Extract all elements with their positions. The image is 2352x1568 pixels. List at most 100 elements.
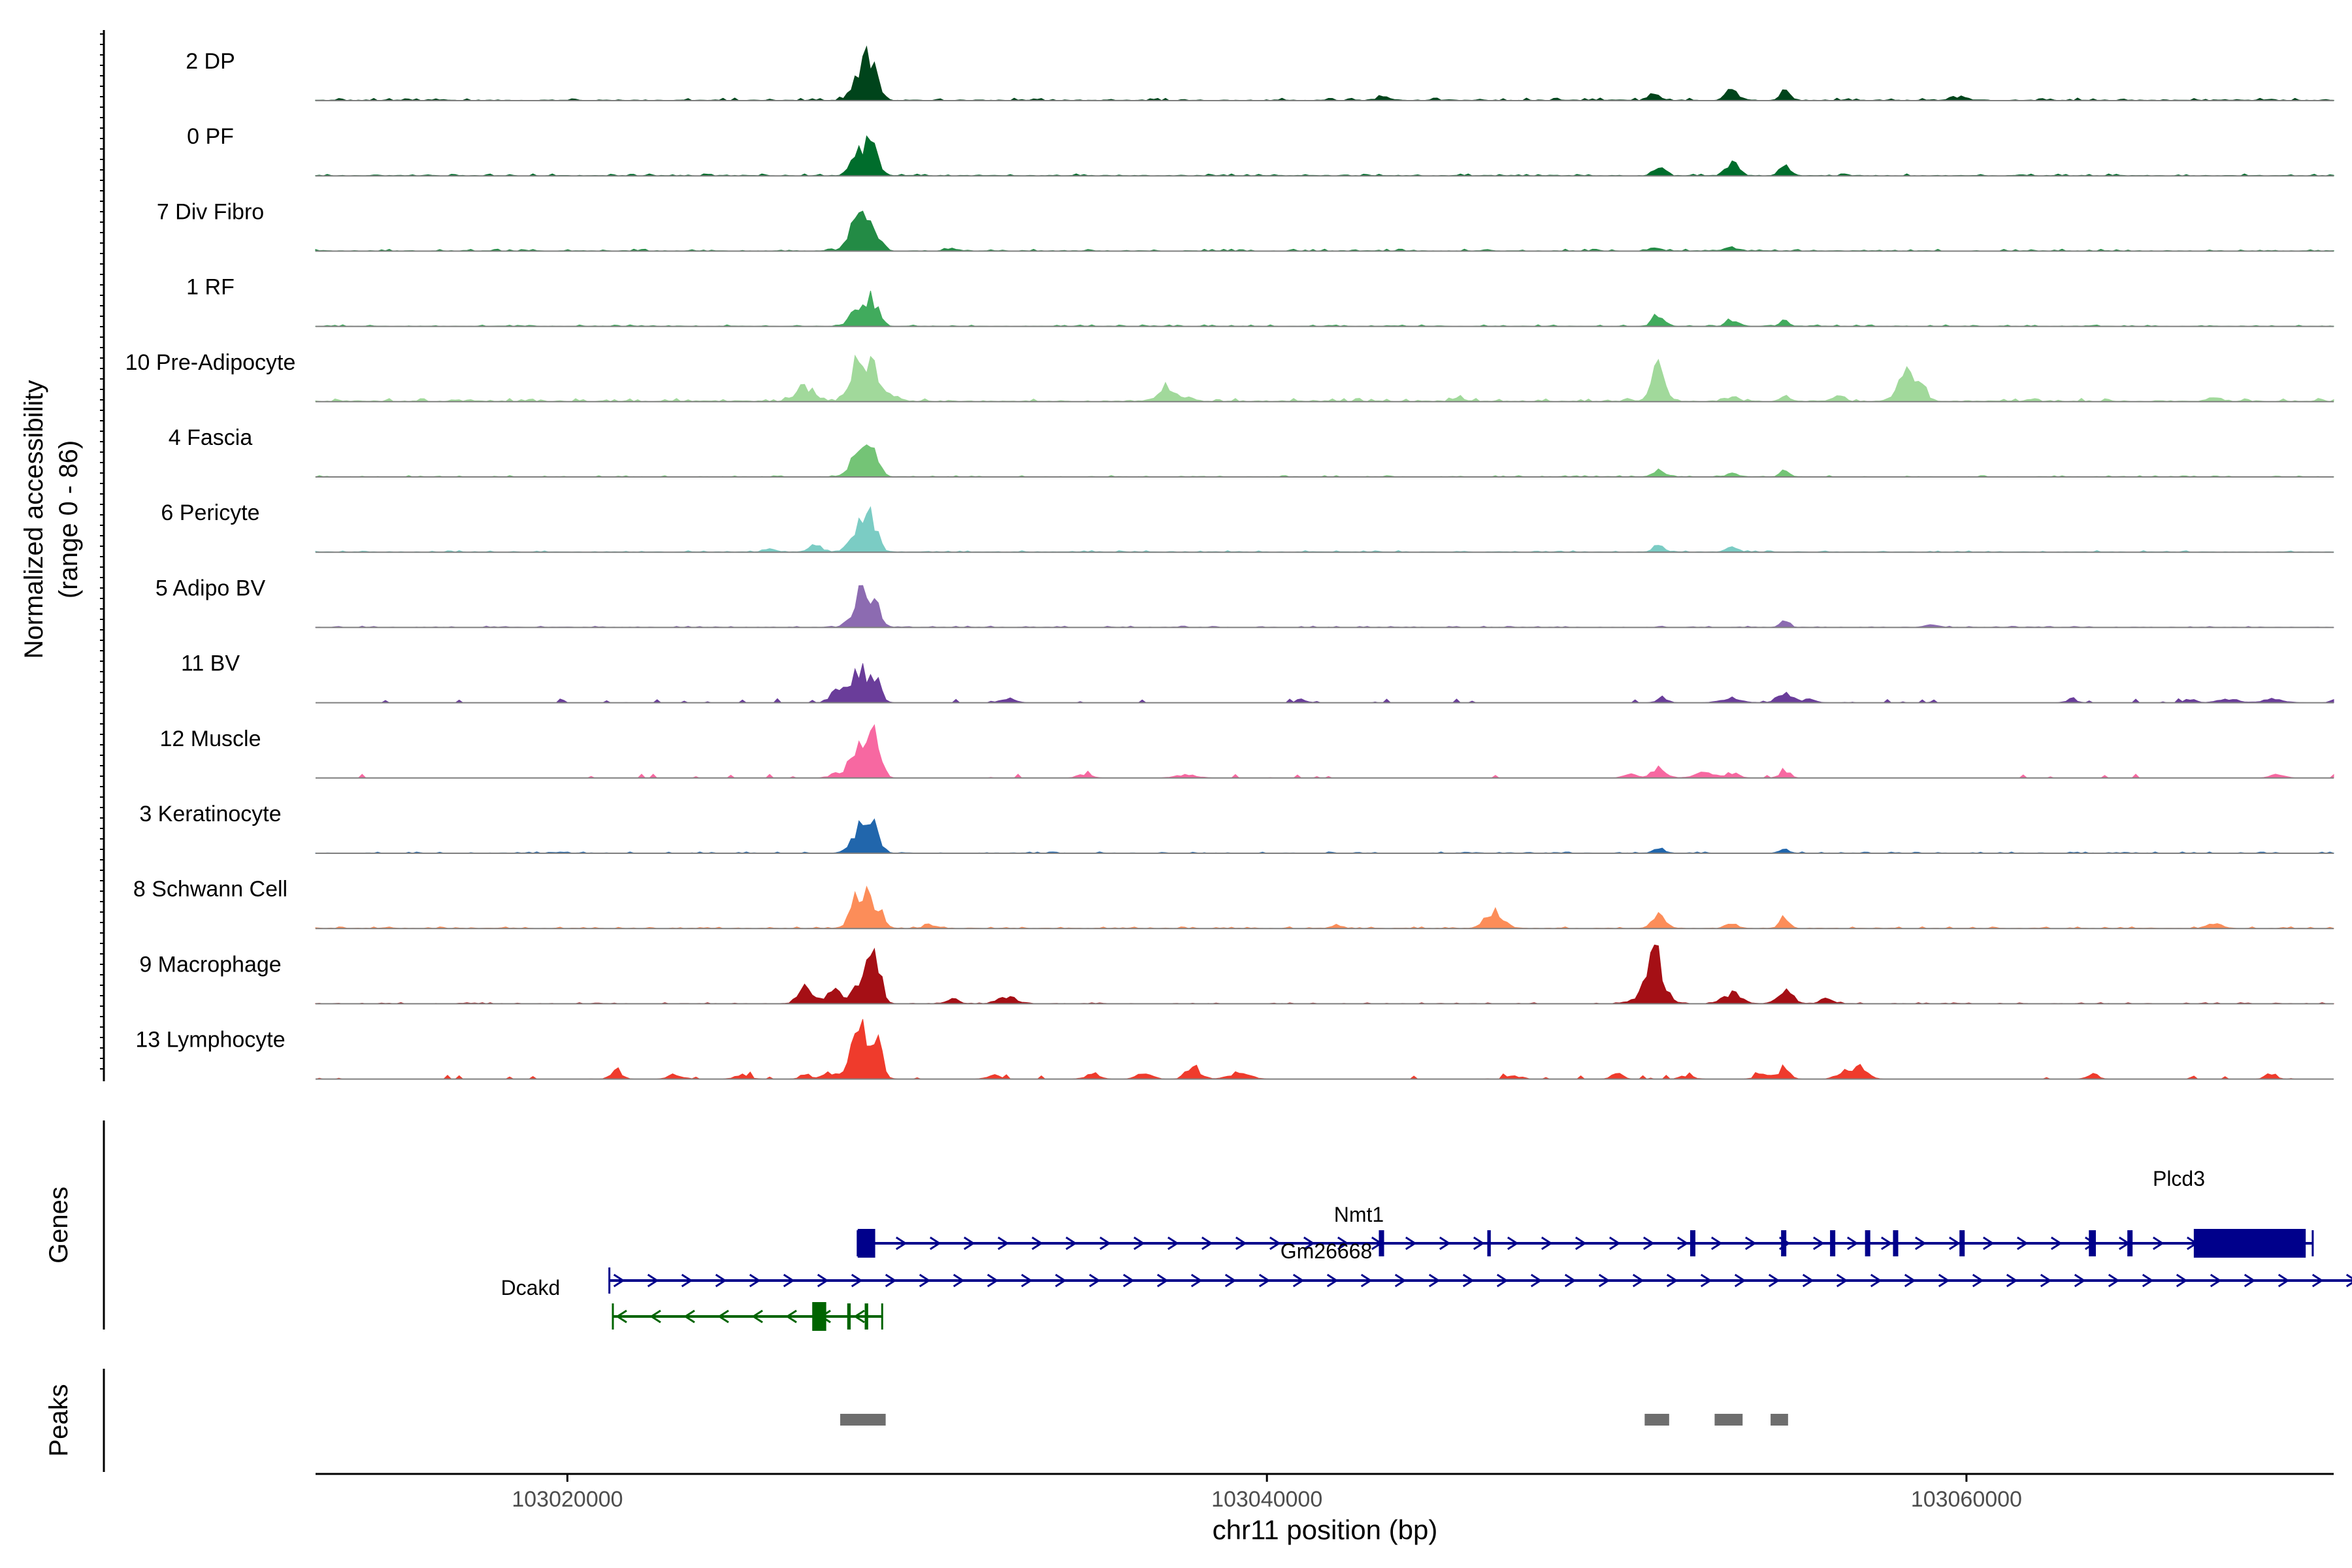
strand-arrow [1948, 1236, 1961, 1250]
exon [847, 1303, 851, 1330]
strand-arrow [895, 1236, 907, 1250]
strand-arrow [1439, 1236, 1451, 1250]
strand-arrow [1021, 1273, 1033, 1288]
gene-models: Nmt1 Gm26668 Dcakd Plcd3 [501, 1167, 2352, 1331]
strand-arrow [2050, 1236, 2063, 1250]
gene-label: Dcakd [501, 1276, 561, 1299]
strand-arrow [2278, 1273, 2290, 1288]
strand-arrow [1360, 1273, 1373, 1288]
strand-arrow [885, 1273, 897, 1288]
strand-arrow [953, 1273, 965, 1288]
exon [1487, 1230, 1491, 1256]
strand-arrow [1914, 1236, 1927, 1250]
strand-arrow [2142, 1273, 2154, 1288]
strand-arrow [615, 1309, 627, 1324]
strand-arrow [987, 1273, 999, 1288]
strand-arrow [1982, 1236, 1995, 1250]
strand-arrow [649, 1309, 661, 1324]
track-3: 1 RF [186, 275, 2334, 327]
y-axis-label-line2: (range 0 - 86) [54, 440, 83, 598]
gene-plcd3: Plcd3 [2153, 1167, 2205, 1190]
strand-arrow [1031, 1236, 1043, 1250]
track-label: 10 Pre-Adipocyte [125, 350, 296, 375]
strand-arrow [853, 1309, 865, 1324]
genes-panel-label: Genes [44, 1186, 73, 1264]
strand-arrow [1846, 1236, 1859, 1250]
strand-arrow [1530, 1273, 1543, 1288]
gene-label: Gm26668 [1281, 1239, 1373, 1263]
track-7: 5 Adipo BV [155, 576, 2334, 629]
strand-arrow [2108, 1273, 2120, 1288]
track-label: 12 Muscle [160, 727, 261, 751]
gene-nmt1: Nmt1 [857, 1203, 2314, 1258]
track-5: 4 Fascia [169, 425, 2334, 478]
strand-arrow [785, 1309, 797, 1324]
strand-arrow [1122, 1273, 1135, 1288]
strand-arrow [2311, 1273, 2324, 1288]
exon [1865, 1230, 1870, 1256]
strand-arrow [1972, 1273, 1984, 1288]
exon [2127, 1230, 2133, 1256]
strand-arrow [1676, 1236, 1689, 1250]
track-label: 0 PF [187, 124, 234, 149]
strand-arrow [1405, 1236, 1417, 1250]
strand-arrow [919, 1273, 931, 1288]
track-label: 9 Macrophage [139, 952, 281, 977]
track-8: 11 BV [181, 651, 2334, 704]
strand-arrow [1292, 1273, 1305, 1288]
track-11: 8 Schwann Cell [133, 877, 2334, 930]
strand-arrow [817, 1273, 829, 1288]
track-4: 10 Pre-Adipocyte [125, 350, 2334, 402]
strand-arrow [1938, 1273, 1950, 1288]
strand-arrow [1575, 1236, 1587, 1250]
coverage-panel: Normalized accessibility (range 0 - 86) … [20, 30, 2334, 1081]
strand-arrow [1507, 1236, 1519, 1250]
strand-arrow [613, 1273, 625, 1288]
peaks-panel: Peaks [44, 1369, 1788, 1472]
strand-arrow [2210, 1273, 2222, 1288]
gene-label: Plcd3 [2153, 1167, 2205, 1190]
track-2: 7 Div Fibro [157, 199, 2334, 252]
strand-arrow [1632, 1273, 1644, 1288]
strand-arrow [1870, 1273, 1882, 1288]
strand-arrow [1156, 1273, 1169, 1288]
track-1: 0 PF [187, 124, 2334, 177]
strand-arrow [1337, 1236, 1349, 1250]
track-label: 2 DP [186, 49, 235, 74]
strand-arrow [1269, 1236, 1281, 1250]
strand-arrow [1133, 1236, 1145, 1250]
x-tick-label: 103040000 [1211, 1487, 1322, 1512]
strand-arrow [1642, 1236, 1655, 1250]
strand-arrow [1473, 1236, 1485, 1250]
strand-arrow [1190, 1273, 1203, 1288]
strand-arrow [1904, 1273, 1916, 1288]
track-13: 13 Lymphocyte [135, 1019, 2334, 1080]
strand-arrow [1700, 1273, 1712, 1288]
exon [864, 1303, 868, 1330]
strand-arrow [1099, 1236, 1111, 1250]
strand-arrow [963, 1236, 975, 1250]
strand-arrow [717, 1309, 729, 1324]
strand-arrow [647, 1273, 659, 1288]
strand-arrow [1258, 1273, 1271, 1288]
exon [1781, 1230, 1787, 1256]
exon [2089, 1230, 2096, 1256]
strand-arrow [1836, 1273, 1848, 1288]
strand-arrow [929, 1236, 941, 1250]
strand-arrow [1428, 1273, 1441, 1288]
exon [1959, 1230, 1965, 1256]
strand-arrow [1710, 1236, 1723, 1250]
track-label: 6 Pericyte [161, 500, 259, 525]
x-tick-label: 103060000 [1911, 1487, 2022, 1512]
strand-arrow [1812, 1236, 1825, 1250]
strand-arrow [1224, 1273, 1237, 1288]
strand-arrow [1734, 1273, 1746, 1288]
strand-arrow [1880, 1236, 1893, 1250]
strand-arrow [2074, 1273, 2086, 1288]
track-label: 3 Keratinocyte [139, 802, 281, 826]
strand-arrow [851, 1273, 863, 1288]
strand-arrow [1609, 1236, 1621, 1250]
strand-arrow [683, 1309, 695, 1324]
strand-arrow [749, 1273, 761, 1288]
peak-regions [840, 1414, 1788, 1426]
